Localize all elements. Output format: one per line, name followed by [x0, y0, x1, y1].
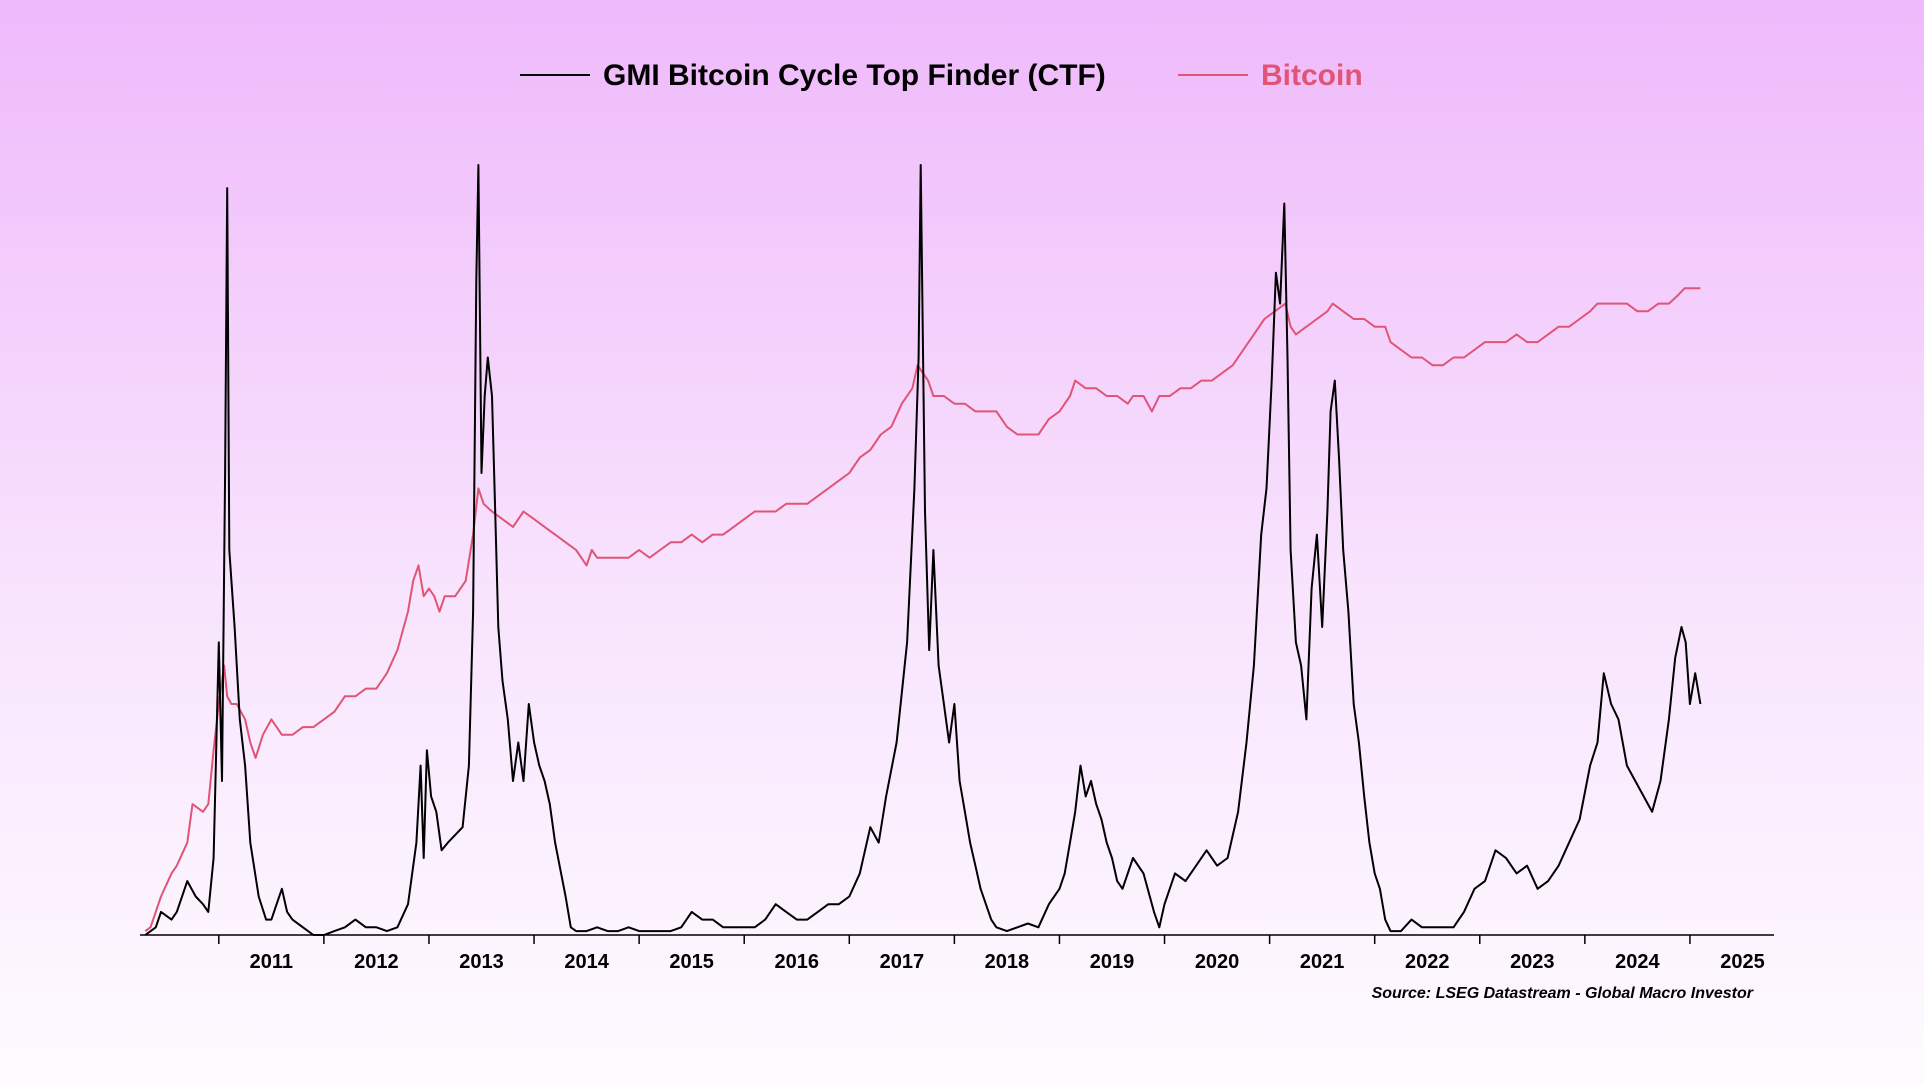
x-tick-label-2020: 2020 — [1195, 951, 1240, 973]
x-tick-label-2018: 2018 — [985, 951, 1030, 973]
legend-label-ctf: GMI Bitcoin Cycle Top Finder (CTF) — [603, 59, 1106, 92]
series-line-bitcoin — [144, 287, 1701, 932]
x-axis: 2011 2012 2013 2014 2015 2016 2017 2018 2019 2020… — [140, 934, 1774, 973]
x-tick-label-2023: 2023 — [1510, 951, 1555, 973]
source-note: Source: LSEG Datastream - Global Macro I… — [1372, 985, 1754, 1002]
x-tick-label-2021: 2021 — [1300, 951, 1345, 973]
series-line-ctf — [144, 164, 1702, 936]
x-tick-label-2013: 2013 — [459, 951, 504, 973]
x-tick-label-2019: 2019 — [1090, 951, 1135, 973]
x-tick-label-2014: 2014 — [564, 951, 609, 973]
x-tick-label-2022: 2022 — [1405, 951, 1450, 973]
x-tick-label-2024: 2024 — [1615, 951, 1660, 973]
x-tick-label-2016: 2016 — [775, 951, 820, 973]
x-tick-label-2012: 2012 — [354, 951, 399, 973]
x-tick-labels: 2011 2012 2013 2014 2015 2016 2017 2018 2019 2020… — [250, 951, 1765, 973]
legend-label-bitcoin: Bitcoin — [1261, 59, 1363, 92]
x-tick-label-2025: 2025 — [1720, 951, 1765, 973]
x-tick-label-2011: 2011 — [250, 951, 293, 973]
x-ticks — [218, 935, 1691, 944]
legend: GMI Bitcoin Cycle Top Finder (CTF) Bitco… — [520, 59, 1363, 92]
plot-area — [144, 164, 1702, 936]
x-tick-label-2015: 2015 — [669, 951, 714, 973]
x-tick-label-2017: 2017 — [880, 951, 925, 973]
